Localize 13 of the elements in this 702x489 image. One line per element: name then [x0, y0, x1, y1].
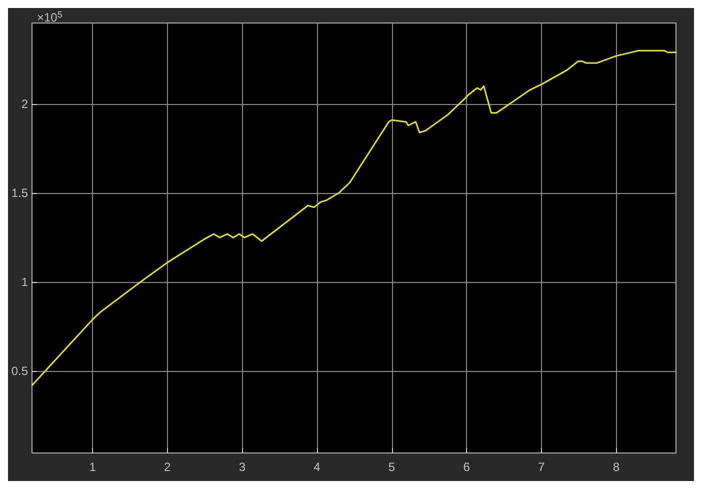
x-tick-label: 5 [388, 460, 396, 474]
y-tick-label: 1 [21, 275, 28, 290]
x-tick-label: 2 [164, 460, 172, 474]
x-tick-label: 4 [314, 460, 321, 474]
x-tick-label: 6 [463, 460, 470, 474]
x-tick-label: 1 [89, 460, 96, 474]
y-tick-label: 0.5 [11, 364, 28, 378]
x-tick-label: 3 [238, 460, 246, 474]
x-tick-label: 7 [538, 460, 546, 474]
line-series [31, 50, 677, 386]
y-tick-label: 2 [21, 97, 28, 112]
x-tick-label: 8 [612, 460, 620, 474]
y-tick-label: 1.5 [11, 186, 28, 200]
